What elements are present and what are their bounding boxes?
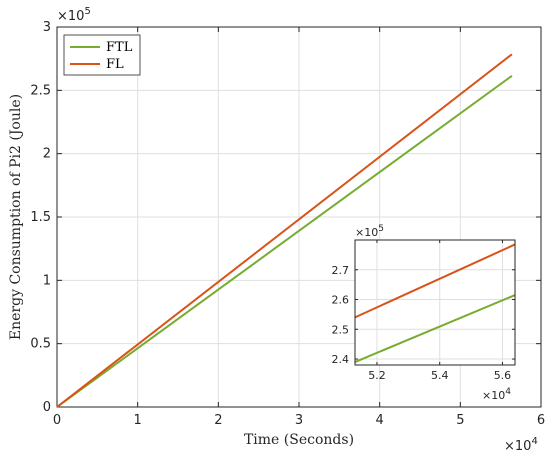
inset-tick-marks: [355, 240, 515, 365]
x-axis-label: Time (Seconds): [244, 432, 354, 448]
y-axis-label: Energy Consumption of Pi2 (Joule): [8, 94, 24, 340]
main-y-tick-label: 0.5: [30, 337, 51, 352]
inset-series-lines: [354, 243, 516, 363]
main-series-line-ftl: [56, 74, 513, 408]
main-x-tick-label: 1: [134, 413, 142, 428]
main-x-tick-label: 6: [537, 413, 545, 428]
inset-y-tick-label: 2.5: [332, 323, 350, 336]
inset-y-tick-label: 2.6: [332, 294, 350, 307]
inset-background: [355, 240, 515, 365]
x-exponent-value: 4: [531, 436, 537, 447]
inset-y-tick-labels: 2.4 2.5 2.6 2.7: [332, 264, 350, 366]
inset-x-exponent-label: ×104: [482, 387, 511, 402]
legend: FTL FL: [63, 34, 141, 76]
main-series-line-fl: [56, 53, 513, 408]
main-y-tick-labels: 0 0.5 1 1.5 2 2.5 3: [30, 20, 51, 415]
main-y-tick-label: 3: [43, 20, 51, 35]
y-exponent-value: 5: [84, 6, 90, 17]
inset-x-tick-label: 5.6: [494, 369, 512, 382]
main-x-tick-labels: 0 1 2 3 4 5 6: [53, 413, 545, 428]
inset-y-tick-label: 2.4: [332, 353, 350, 366]
main-x-tick-label: 0: [53, 413, 61, 428]
x-exponent-label: ×104: [504, 436, 538, 454]
main-x-tick-label: 5: [456, 413, 464, 428]
main-y-tick-label: 0: [43, 400, 51, 415]
main-x-tick-label: 4: [376, 413, 384, 428]
inset-x-tick-label: 5.2: [368, 369, 386, 382]
legend-label-ftl: FTL: [106, 40, 133, 55]
inset-y-exponent-label: ×105: [355, 224, 384, 239]
inset-y-tick-label: 2.7: [332, 264, 350, 277]
inset-y-exponent-value: 5: [378, 224, 384, 234]
main-tick-marks: [56, 26, 542, 408]
inset-x-tick-label: 5.4: [431, 369, 449, 382]
y-exponent-label: ×105: [57, 6, 91, 24]
inset-x-tick-labels: 5.2 5.4 5.6: [368, 369, 511, 382]
inset-plot-frame: [354, 239, 516, 366]
main-y-tick-label: 1: [43, 273, 51, 288]
legend-box: [63, 34, 141, 76]
inset-series-line-ftl: [354, 294, 516, 363]
legend-label-fl: FL: [106, 57, 124, 72]
main-x-tick-label: 3: [295, 413, 303, 428]
inset-x-exponent-value: 4: [505, 387, 511, 397]
main-y-tick-label: 2.5: [30, 83, 51, 98]
main-y-tick-label: 2: [43, 147, 51, 162]
inset-series-line-fl: [354, 243, 516, 319]
main-series-lines: [56, 53, 513, 408]
main-x-tick-label: 2: [214, 413, 222, 428]
main-y-tick-label: 1.5: [30, 210, 51, 225]
